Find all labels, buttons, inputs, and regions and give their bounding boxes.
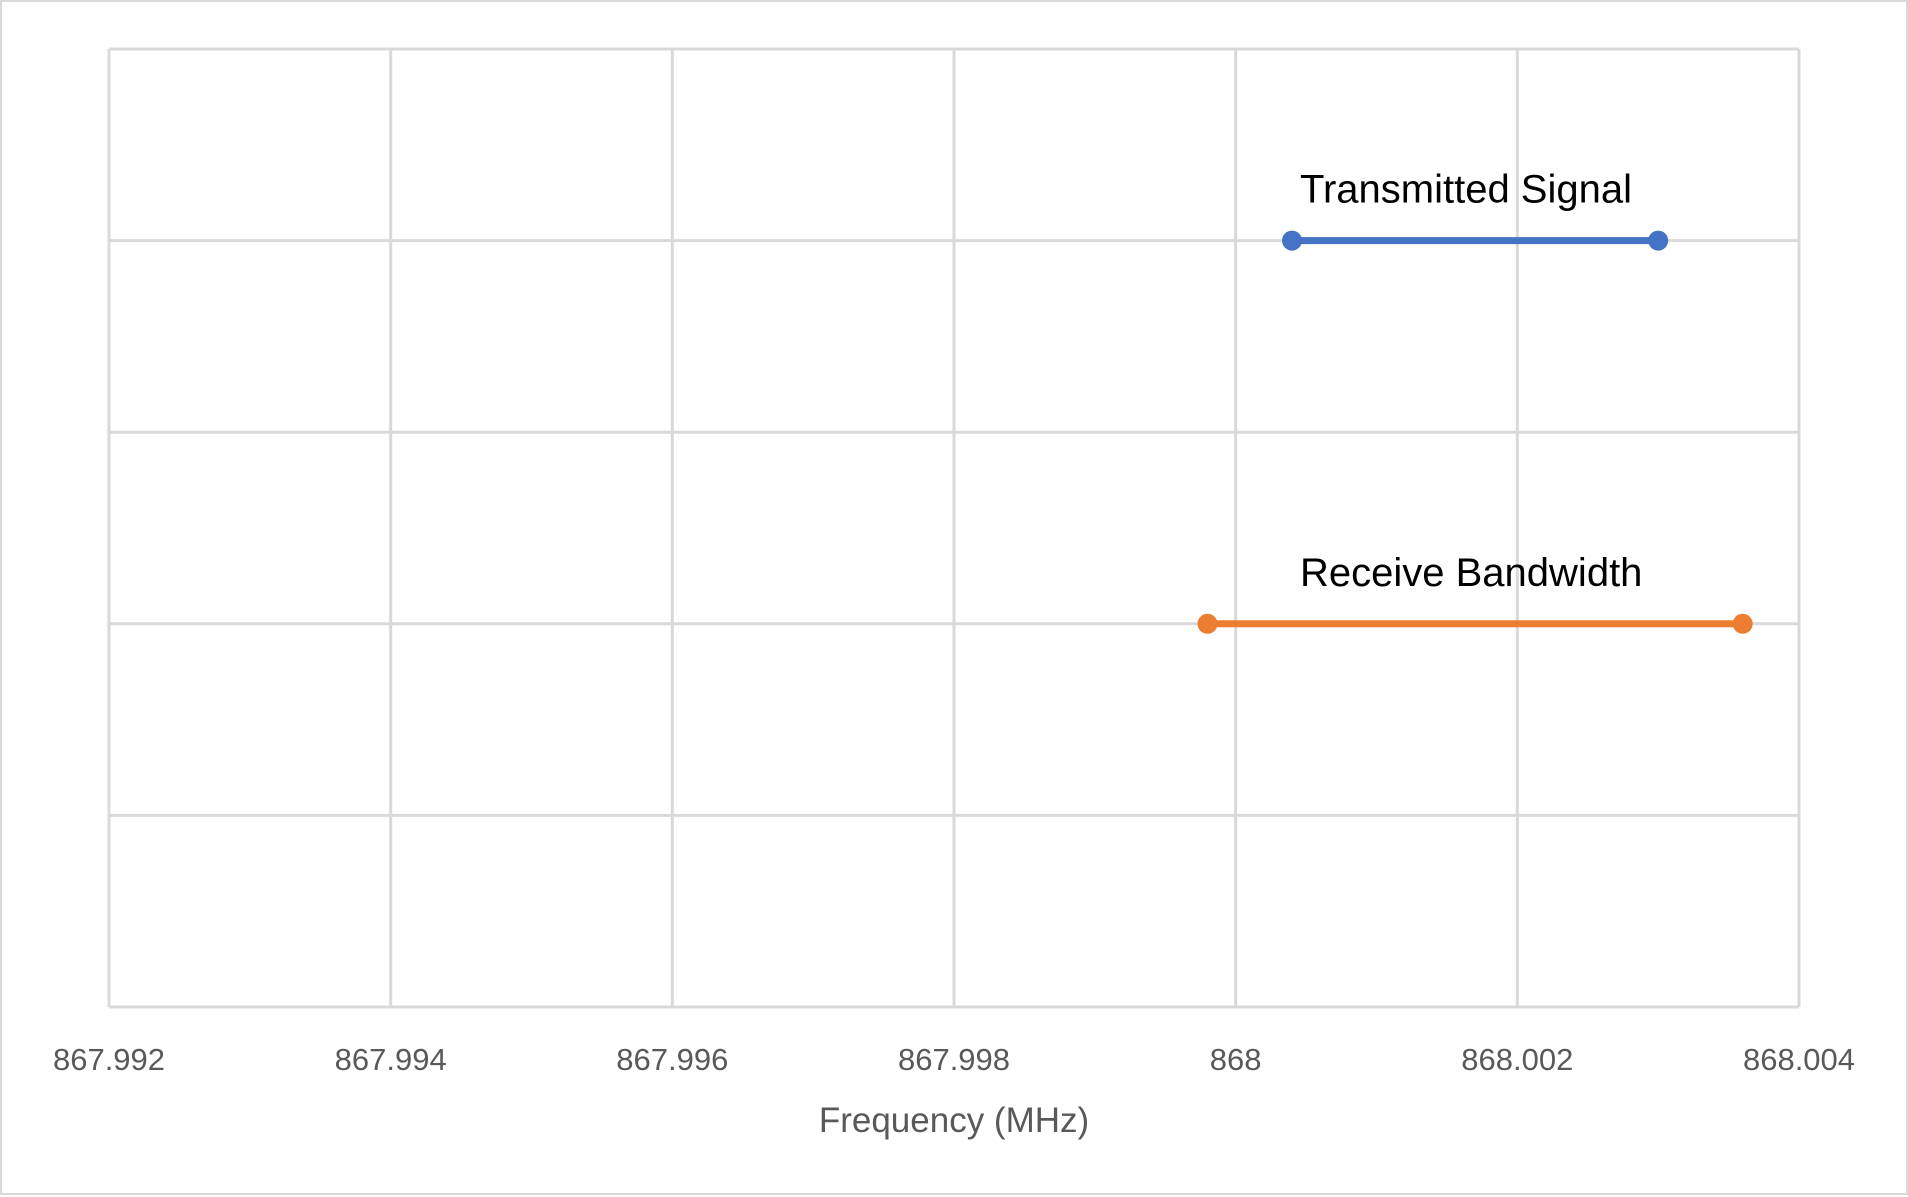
x-tick-label: 867.994 bbox=[335, 1042, 447, 1077]
series-label: Receive Bandwidth bbox=[1300, 551, 1642, 595]
series-point bbox=[1282, 230, 1302, 251]
x-tick-labels: 867.992 867.994 867.996 867.998 868 868.002 86… bbox=[53, 1042, 1855, 1077]
series-transmitted-signal: Transmitted Signal bbox=[1282, 168, 1669, 251]
series-point bbox=[1197, 613, 1218, 634]
series-receive-bandwidth: Receive Bandwidth bbox=[1197, 551, 1753, 634]
series-layer: Transmitted Signal Receive Bandwidth bbox=[1197, 168, 1753, 634]
series-point bbox=[1648, 230, 1669, 251]
x-tick-label: 867.998 bbox=[898, 1042, 1010, 1077]
series-point bbox=[1732, 613, 1753, 634]
x-tick-label: 867.992 bbox=[53, 1042, 165, 1077]
x-tick-label: 867.996 bbox=[616, 1042, 728, 1077]
series-label: Transmitted Signal bbox=[1300, 168, 1632, 212]
x-tick-label: 868.002 bbox=[1461, 1042, 1573, 1077]
x-axis-title: Frequency (MHz) bbox=[819, 1101, 1089, 1140]
x-tick-label: 868 bbox=[1210, 1042, 1262, 1077]
x-tick-label: 868.004 bbox=[1743, 1042, 1855, 1077]
gridlines bbox=[107, 47, 1801, 1009]
